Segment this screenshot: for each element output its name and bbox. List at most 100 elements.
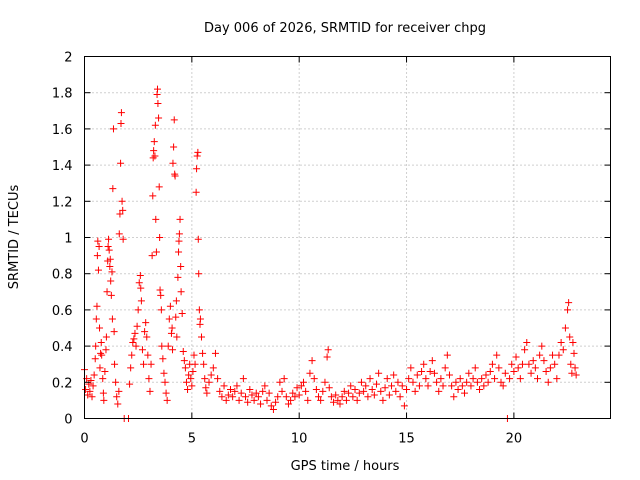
data-point <box>180 357 188 365</box>
data-point <box>308 357 316 365</box>
data-point <box>127 364 135 372</box>
data-point <box>105 246 113 254</box>
data-point <box>175 230 183 238</box>
data-point <box>569 338 577 346</box>
data-point <box>426 367 434 375</box>
data-point <box>117 109 125 117</box>
data-point <box>252 389 260 397</box>
data-point <box>336 400 344 408</box>
data-point <box>226 386 234 394</box>
data-point <box>187 375 195 383</box>
data-point <box>456 375 464 383</box>
data-point <box>473 378 481 386</box>
data-point <box>98 351 106 359</box>
data-point <box>181 364 189 372</box>
data-point <box>390 371 398 379</box>
data-point <box>284 400 292 408</box>
data-point <box>169 159 177 167</box>
data-point <box>182 378 190 386</box>
data-point <box>102 333 110 341</box>
data-point <box>476 386 484 394</box>
data-point <box>458 382 466 390</box>
data-point <box>216 387 224 395</box>
data-point <box>381 384 389 392</box>
data-point <box>165 315 173 323</box>
chart-title: Day 006 of 2026, SRMTID for receiver chp… <box>204 21 486 36</box>
data-point <box>119 235 127 243</box>
data-point <box>190 351 198 359</box>
data-point <box>565 299 573 307</box>
data-point <box>84 391 92 399</box>
data-point <box>437 375 445 383</box>
data-point <box>145 375 153 383</box>
data-point <box>205 378 213 386</box>
data-point <box>276 378 284 386</box>
data-point <box>248 391 256 399</box>
data-point <box>199 349 207 357</box>
data-point <box>372 380 380 388</box>
data-point <box>170 143 178 151</box>
data-point <box>536 351 544 359</box>
data-point <box>189 367 197 375</box>
data-point <box>109 185 117 193</box>
data-point <box>467 382 475 390</box>
data-point <box>564 306 572 314</box>
data-point <box>184 386 192 394</box>
data-point <box>114 400 122 408</box>
data-point <box>242 393 250 401</box>
data-point <box>200 360 208 368</box>
data-point <box>91 355 99 363</box>
data-point <box>108 268 116 276</box>
data-point <box>566 333 574 341</box>
data-point <box>287 396 295 404</box>
data-point <box>274 393 282 401</box>
data-point <box>155 114 163 122</box>
data-point <box>97 349 105 357</box>
data-point <box>411 387 419 395</box>
data-point <box>179 348 187 356</box>
data-point <box>540 357 548 365</box>
data-point <box>107 291 115 299</box>
data-point <box>501 369 509 377</box>
data-point <box>400 402 408 410</box>
y-tick-label: 0.2 <box>52 376 73 391</box>
data-point <box>512 353 520 361</box>
data-point <box>478 375 486 383</box>
data-point <box>334 396 342 404</box>
data-point <box>94 237 102 245</box>
data-point <box>327 393 335 401</box>
data-point <box>177 288 185 296</box>
data-point <box>347 382 355 390</box>
data-point <box>572 371 580 379</box>
data-point <box>172 313 180 321</box>
data-point <box>353 396 361 404</box>
data-point <box>469 375 477 383</box>
data-point <box>319 387 327 395</box>
data-point <box>495 364 503 372</box>
data-point <box>465 369 473 377</box>
data-point <box>244 398 252 406</box>
data-point <box>263 396 271 404</box>
data-point <box>229 393 237 401</box>
data-point <box>93 252 101 260</box>
y-tick-label: 0.6 <box>52 304 73 319</box>
data-point <box>231 387 239 395</box>
data-point <box>109 125 117 133</box>
y-tick-label: 0.8 <box>52 268 73 283</box>
data-point <box>349 393 357 401</box>
data-point <box>471 364 479 372</box>
data-point <box>254 393 262 401</box>
data-point <box>144 351 152 359</box>
data-point <box>315 393 323 401</box>
data-point <box>193 165 201 173</box>
data-point <box>191 360 199 368</box>
data-point <box>97 338 105 346</box>
data-point <box>99 389 107 397</box>
data-point <box>257 400 265 408</box>
data-point <box>192 188 200 196</box>
data-point <box>269 405 277 413</box>
data-point <box>508 360 516 368</box>
data-point <box>332 391 340 399</box>
data-point <box>499 382 507 390</box>
